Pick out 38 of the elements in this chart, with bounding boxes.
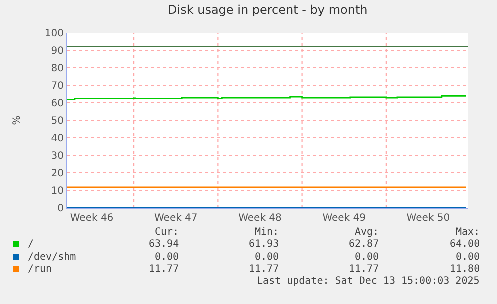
x-tick-label: Week 46 bbox=[70, 213, 114, 224]
y-tick-label: 80 bbox=[51, 64, 64, 74]
text: 63.94 bbox=[149, 239, 180, 250]
legend-label: /dev/shm bbox=[28, 252, 76, 263]
legend-label: / bbox=[28, 239, 34, 250]
y-tick-label: 30 bbox=[51, 151, 64, 162]
y-axis-title: % bbox=[12, 116, 23, 126]
y-tick-label: 40 bbox=[51, 134, 64, 144]
text: 11.80 bbox=[450, 264, 480, 275]
y-tick-label: 60 bbox=[51, 98, 64, 110]
x-tick-label: Week 47 bbox=[154, 213, 198, 224]
text: 11.77 bbox=[149, 264, 180, 275]
x-tick-label: Week 49 bbox=[322, 213, 366, 224]
text: 11.77 bbox=[249, 264, 280, 275]
text: 61.93 bbox=[249, 239, 280, 250]
y-tick-label: 100 bbox=[44, 28, 64, 40]
text: Min: bbox=[255, 227, 280, 238]
x-tick-label: Week 50 bbox=[406, 213, 450, 224]
text: Cur: bbox=[155, 227, 180, 238]
text: 0.00 bbox=[255, 252, 280, 263]
y-tick-label: 0 bbox=[58, 204, 64, 214]
x-tick-label: Week 48 bbox=[238, 213, 282, 224]
text: Avg: bbox=[355, 227, 380, 238]
text: 0.00 bbox=[355, 252, 380, 263]
y-tick-label: 50 bbox=[51, 116, 64, 127]
text: 0.00 bbox=[155, 252, 180, 263]
text: 11.77 bbox=[349, 264, 380, 275]
y-tick-label: 90 bbox=[51, 46, 64, 57]
text: 62.87 bbox=[349, 239, 380, 250]
text: Last update: Sat Dec 13 15:00:03 2025 bbox=[257, 276, 480, 287]
y-tick-label: 20 bbox=[51, 168, 64, 180]
text: Max: bbox=[456, 227, 480, 238]
legend-label: /run bbox=[28, 264, 52, 275]
text: 0.00 bbox=[456, 252, 480, 263]
y-tick-label: 70 bbox=[51, 81, 64, 92]
y-tick-label: 10 bbox=[51, 186, 64, 197]
text: 64.00 bbox=[450, 239, 480, 250]
chart-title: Disk usage in percent - by month bbox=[168, 3, 368, 17]
